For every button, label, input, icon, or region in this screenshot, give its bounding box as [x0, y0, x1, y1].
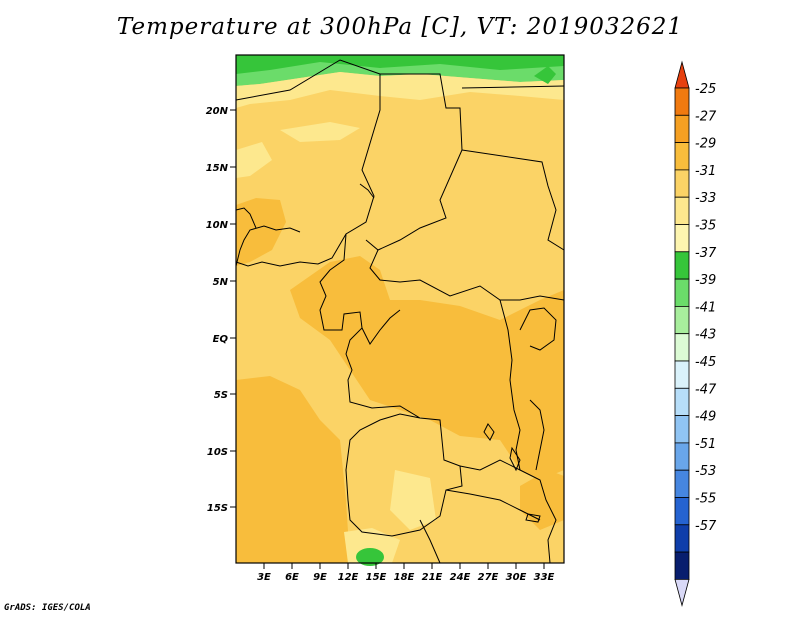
colorbar-label: -35 [695, 219, 716, 234]
colorbar-swatch [674, 333, 690, 362]
colorbar-label: -41 [695, 300, 716, 315]
colorbar-label: -31 [695, 164, 716, 179]
colorbar-label: -33 [695, 191, 716, 206]
colorbar-swatch [674, 551, 690, 580]
lon-label-24e: 24E [450, 572, 471, 583]
lon-label-9e: 9E [313, 572, 327, 583]
colorbar-swatch [674, 114, 690, 144]
lon-label-6e: 6E [285, 572, 299, 583]
map-title: Temperature at 300hPa [C], VT: 201903262… [116, 14, 684, 40]
colorbar-swatch [674, 442, 690, 471]
lat-label-5s: 5S [214, 390, 228, 401]
colorbar-label: -49 [695, 410, 716, 425]
temperature-field [236, 55, 564, 566]
lat-label-20n: 20N [206, 106, 229, 117]
colorbar-top-arrow [674, 60, 690, 89]
colorbar-label: -51 [695, 437, 716, 452]
lon-label-30e: 30E [506, 572, 527, 583]
lon-label-3e: 3E [257, 572, 271, 583]
colorbar-label: -43 [695, 328, 716, 343]
colorbar-label: -27 [695, 109, 717, 124]
colorbar-label: -47 [695, 382, 717, 397]
lat-label-10s: 10S [207, 447, 228, 458]
colorbar-swatch [674, 278, 690, 307]
colorbar-swatch [674, 305, 690, 335]
colorbar-swatch [674, 224, 690, 253]
lon-label-18e: 18E [394, 572, 415, 583]
map-frame [235, 54, 565, 564]
country-borders [235, 59, 565, 564]
lon-label-15e: 15E [366, 572, 387, 583]
colorbar-swatch [674, 87, 690, 116]
lon-label-33e: 33E [534, 572, 555, 583]
colorbar-label: -57 [695, 519, 717, 534]
colorbar-label: -37 [695, 246, 717, 261]
colorbar-label: -53 [695, 464, 716, 479]
lat-label-15n: 15N [206, 163, 229, 174]
lat-label-5n: 5N [213, 277, 229, 288]
colorbar-swatch [674, 251, 690, 280]
colorbar-label: -39 [695, 273, 716, 288]
colorbar-label: -45 [695, 355, 716, 370]
lat-label-15s: 15S [207, 503, 228, 514]
colorbar: -25 -27 -29 -31 -33 -35 -37 -39 -41 -43 -45 -47 -49 -… [674, 60, 717, 607]
colorbar-swatch [674, 387, 690, 416]
colorbar-bottom-arrow [674, 579, 690, 607]
colorbar-swatch [674, 497, 690, 526]
colorbar-label: -55 [695, 492, 716, 507]
latitude-axis: 20N 15N 10N 5N EQ 5S 10S 15S [206, 106, 236, 514]
colorbar-swatch [674, 469, 690, 498]
lon-label-12e: 12E [338, 572, 359, 583]
colorbar-swatch [674, 524, 690, 553]
lat-label-10n: 10N [206, 220, 229, 231]
lon-label-27e: 27E [478, 572, 499, 583]
colorbar-swatch [674, 169, 690, 198]
longitude-axis: 3E 6E 9E 12E 15E 18E 21E 24E 27E 30E 33E [257, 563, 555, 583]
colorbar-swatch [674, 142, 690, 171]
lon-label-21e: 21E [422, 572, 443, 583]
colorbar-label: -25 [695, 82, 716, 97]
colorbar-label: -29 [695, 137, 716, 152]
credit-text: GrADS: IGES/COLA [4, 603, 91, 613]
colorbar-swatch [674, 196, 690, 225]
lat-label-eq: EQ [213, 334, 229, 345]
colorbar-swatch [674, 415, 690, 444]
colorbar-swatch [674, 360, 690, 389]
